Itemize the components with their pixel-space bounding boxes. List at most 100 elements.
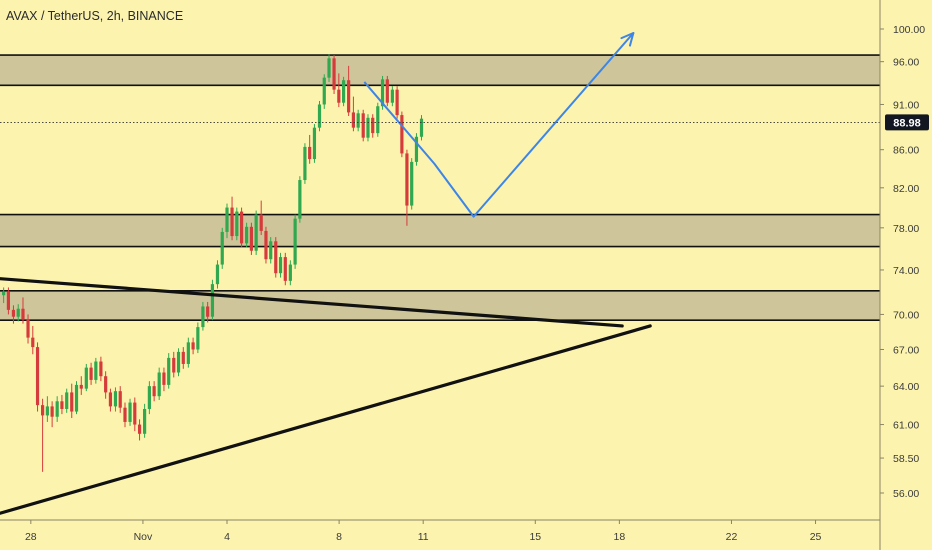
candle-up <box>84 367 88 389</box>
candle-down <box>385 79 389 103</box>
candle-down <box>70 392 74 412</box>
candle-up <box>220 231 224 265</box>
candle-up <box>312 127 317 160</box>
candle-down <box>332 58 336 90</box>
candle-down <box>230 207 234 237</box>
candle-up <box>390 89 394 103</box>
price-tick-label: 100.00 <box>893 24 925 36</box>
candle-up <box>376 106 380 134</box>
candle-down <box>191 342 195 350</box>
candle-up <box>254 214 258 251</box>
time-tick-label: Nov <box>134 531 153 543</box>
current-price-label: 88.98 <box>893 117 921 129</box>
candle-down <box>405 153 409 206</box>
candle-down <box>89 367 93 380</box>
candle-up <box>414 136 419 162</box>
candle-up <box>16 308 20 317</box>
candle-down <box>337 89 341 103</box>
candle-down <box>162 372 166 385</box>
candle-down <box>206 306 210 317</box>
zones-layer <box>0 54 880 321</box>
time-tick-label: 15 <box>529 531 541 543</box>
candle-down <box>239 211 244 244</box>
candle-down <box>361 113 365 138</box>
current-price-layer: 88.98 <box>0 114 929 131</box>
candle-down <box>249 226 253 251</box>
candle-down <box>35 347 40 406</box>
candle-down <box>118 391 122 408</box>
upper-descending-trendline <box>0 277 624 328</box>
candle-up <box>419 118 424 137</box>
candle-up <box>113 391 118 407</box>
candle-down <box>395 89 399 116</box>
price-tick-label: 67.00 <box>893 344 919 356</box>
projection-arrowhead-right <box>628 32 635 47</box>
candle-down <box>11 309 16 317</box>
candle-up <box>288 264 292 281</box>
candle-down <box>137 424 142 434</box>
candle-up <box>143 408 147 434</box>
price-tick-label: 70.00 <box>893 309 919 321</box>
candle-up <box>201 306 205 328</box>
projection-arrowhead-left <box>620 32 635 40</box>
candle-up <box>341 80 346 103</box>
candle-up <box>356 113 360 128</box>
candle-up <box>65 392 69 409</box>
candle-up <box>293 218 297 265</box>
candle-down <box>274 241 278 274</box>
candle-down <box>308 146 312 160</box>
candle-down <box>6 291 11 310</box>
candle-down <box>26 319 30 338</box>
candle-down <box>104 376 108 393</box>
candle-up <box>45 406 49 416</box>
candles-layer <box>2 54 424 472</box>
price-tick-label: 96.00 <box>893 57 919 69</box>
price-tick-label: 86.00 <box>893 145 919 157</box>
candle-up <box>380 79 385 107</box>
candle-down <box>172 357 176 373</box>
candle-down <box>264 230 268 260</box>
candle-down <box>347 80 351 113</box>
candle-up <box>327 58 331 78</box>
candle-up <box>186 342 190 364</box>
candle-up <box>74 384 79 412</box>
candle-down <box>152 386 156 397</box>
candle-down <box>79 384 83 389</box>
candle-down <box>400 115 404 154</box>
resistance-zone <box>0 55 880 86</box>
price-tick-label: 61.00 <box>893 420 919 432</box>
price-tick-label: 64.00 <box>893 381 919 393</box>
candle-down <box>50 406 54 417</box>
time-tick-label: 25 <box>810 531 822 543</box>
candle-down <box>60 401 64 409</box>
candle-up <box>2 291 6 296</box>
candle-up <box>322 77 326 105</box>
lower-ascending-trendline <box>0 324 652 515</box>
candle-up <box>215 264 220 285</box>
price-tick-label: 78.00 <box>893 223 919 235</box>
time-tick-label: 22 <box>726 531 738 543</box>
candle-up <box>278 257 283 274</box>
candle-down <box>108 392 113 407</box>
candle-down <box>123 407 127 422</box>
candle-up <box>410 161 414 206</box>
mid-support-zone <box>0 214 880 247</box>
current-price-badge <box>885 114 929 131</box>
time-tick-label: 28 <box>25 531 37 543</box>
price-tick-label: 58.50 <box>893 453 919 465</box>
price-tick-label: 56.00 <box>893 488 919 500</box>
candle-down <box>371 117 375 134</box>
trendlines-layer <box>0 277 652 515</box>
candle-down <box>351 112 356 128</box>
candle-up <box>235 211 239 237</box>
candle-down <box>283 257 287 281</box>
lower-support-zone <box>0 290 880 321</box>
time-tick-label: 4 <box>224 531 230 543</box>
candle-up <box>303 146 307 181</box>
candle-up <box>157 372 161 397</box>
candle-up <box>147 386 151 409</box>
price-tick-label: 74.00 <box>893 265 919 277</box>
